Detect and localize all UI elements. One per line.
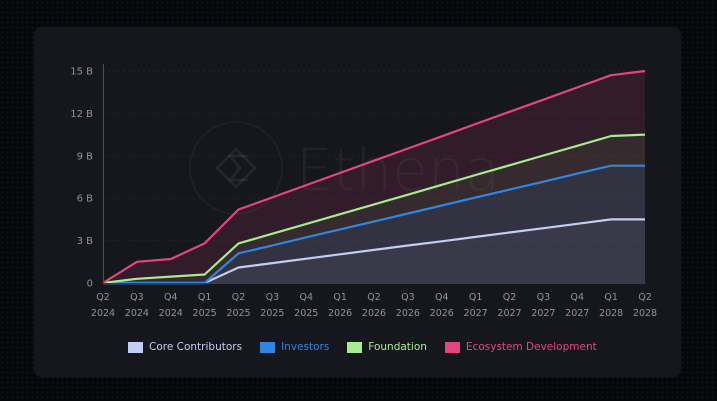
x-tick-quarter: Q1: [198, 292, 212, 303]
x-tick-year: 2024: [159, 308, 183, 319]
x-tick-quarter: Q2: [367, 292, 381, 303]
x-tick-quarter: Q2: [638, 292, 652, 303]
x-tick-year: 2028: [633, 308, 657, 319]
x-tick-year: 2024: [125, 308, 149, 319]
series-area: [103, 219, 645, 283]
x-tick-quarter: Q2: [96, 292, 110, 303]
y-tick-label: 0: [87, 279, 93, 290]
legend-item-foundation[interactable]: Foundation: [347, 341, 427, 353]
x-tick-year: 2026: [396, 308, 420, 319]
x-axis-labels: Q2 2024 Q3 2024 Q4 2024 Q1 2025 Q2 2025 Q3 2025 Q4 20…: [91, 292, 657, 319]
x-tick-quarter: Q1: [333, 292, 347, 303]
x-tick-year: 2025: [226, 308, 250, 319]
series-line: [102, 133, 646, 285]
investors-swatch-icon: [260, 341, 276, 353]
y-tick-label: 6 B: [77, 194, 94, 205]
y-tick-label: 15 B: [70, 67, 93, 78]
x-tick-year: 2028: [599, 308, 623, 319]
x-tick-quarter: Q4: [164, 292, 178, 303]
y-axis-labels: 0 3 B 6 B 9 B 12 B 15 B: [70, 67, 93, 290]
x-tick-quarter: Q4: [435, 292, 449, 303]
x-tick-quarter: Q3: [401, 292, 415, 303]
x-tick-quarter: Q2: [232, 292, 246, 303]
legend-label: Foundation: [368, 341, 427, 353]
x-tick-quarter: Q3: [537, 292, 551, 303]
x-tick-year: 2025: [193, 308, 217, 319]
watermark-text: Ethena: [296, 136, 500, 204]
legend-label: Ecosystem Development: [465, 341, 597, 353]
foundation-swatch-icon: [347, 341, 363, 353]
series-areas: [103, 71, 645, 283]
x-tick-quarter: Q1: [604, 292, 618, 303]
y-tick-label: 12 B: [70, 109, 93, 120]
x-tick-year: 2027: [565, 308, 589, 319]
x-tick-quarter: Q2: [503, 292, 517, 303]
x-tick-year: 2025: [260, 308, 284, 319]
x-tick-year: 2027: [531, 308, 555, 319]
y-tick-label: 9 B: [77, 151, 94, 162]
series-line: [102, 69, 646, 284]
ethena-logo-icon: [215, 147, 257, 189]
legend-label: Investors: [281, 341, 330, 353]
x-tick-year: 2024: [91, 308, 115, 319]
legend-label: Core Contributors: [149, 341, 243, 353]
x-tick-year: 2026: [430, 308, 454, 319]
series-area: [103, 134, 645, 283]
y-tick-label: 3 B: [77, 236, 94, 247]
legend-item-core-contributors[interactable]: Core Contributors: [128, 341, 242, 353]
x-tick-quarter: Q4: [299, 292, 313, 303]
x-tick-year: 2025: [294, 308, 318, 319]
chart-legend: Core Contributors Investors Foundation E…: [128, 341, 615, 353]
chart-card: [34, 27, 681, 377]
core-contributors-swatch-icon: [128, 341, 143, 353]
x-tick-quarter: Q3: [130, 292, 144, 303]
x-tick-year: 2027: [464, 308, 488, 319]
x-tick-year: 2026: [328, 308, 352, 319]
x-tick-year: 2026: [362, 308, 386, 319]
x-tick-quarter: Q3: [266, 292, 280, 303]
ethena-watermark: Ethena: [189, 121, 500, 215]
x-tick-quarter: Q4: [570, 292, 584, 303]
legend-item-investors[interactable]: Investors: [260, 341, 329, 353]
gridlines: [103, 70, 645, 242]
x-tick-year: 2027: [497, 308, 521, 319]
ecosystem-development-swatch-icon: [444, 341, 460, 353]
x-tick-quarter: Q1: [469, 292, 483, 303]
legend-item-ecosystem-development[interactable]: Ecosystem Development: [444, 341, 597, 353]
series-area: [103, 71, 645, 283]
